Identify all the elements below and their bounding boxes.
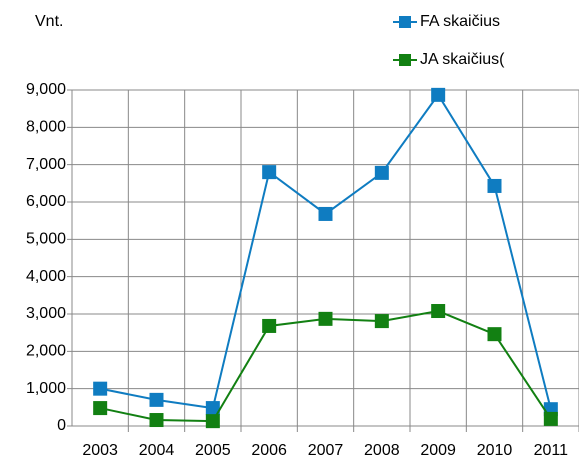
y-tick-label: 1,000 [26,380,66,397]
y-tick-label: 2,000 [26,343,66,360]
data-point [487,178,502,193]
y-tick-label: 6,000 [26,193,66,210]
x-tick-label: 2003 [82,442,118,459]
data-point [374,314,389,329]
x-tick-label: 2010 [477,442,513,459]
data-point [487,327,502,342]
x-tick-label: 2004 [139,442,175,459]
y-tick-label: 3,000 [26,305,66,322]
x-tick-label: 2011 [534,442,569,459]
data-point [262,318,277,333]
data-point [205,414,220,429]
data-point [318,311,333,326]
legend-marker [399,54,411,66]
legend-marker [399,16,411,28]
x-tick-label: 2007 [308,442,344,459]
data-point [93,381,108,396]
legend-label: JA skaičius( [420,51,505,68]
data-point [205,401,220,416]
y-tick-label: 0 [57,417,66,434]
data-point [149,392,164,407]
data-point [543,411,558,426]
y-tick-label: 5,000 [26,231,66,248]
x-tick-label: 2009 [420,442,456,459]
y-tick-label: 8,000 [26,119,66,136]
x-tick-label: 2006 [251,442,287,459]
series-line [99,93,552,410]
data-point [93,401,108,416]
legend: FA skaičius JA skaičius( [393,13,505,68]
x-tick-label: 2008 [364,442,400,459]
y-tick-label: 7,000 [26,156,66,173]
y-tick-label: 4,000 [26,268,66,285]
data-point [431,87,446,102]
data-point [318,206,333,221]
data-point [149,413,164,428]
data-point [431,304,446,319]
x-tick-label: 2005 [195,442,231,459]
data-point [262,165,277,180]
data-point [374,165,389,180]
legend-label: FA skaičius [420,13,500,30]
series-line [99,309,552,423]
y-axis-label: Vnt. [35,13,63,30]
y-tick-label: 9,000 [26,81,66,98]
